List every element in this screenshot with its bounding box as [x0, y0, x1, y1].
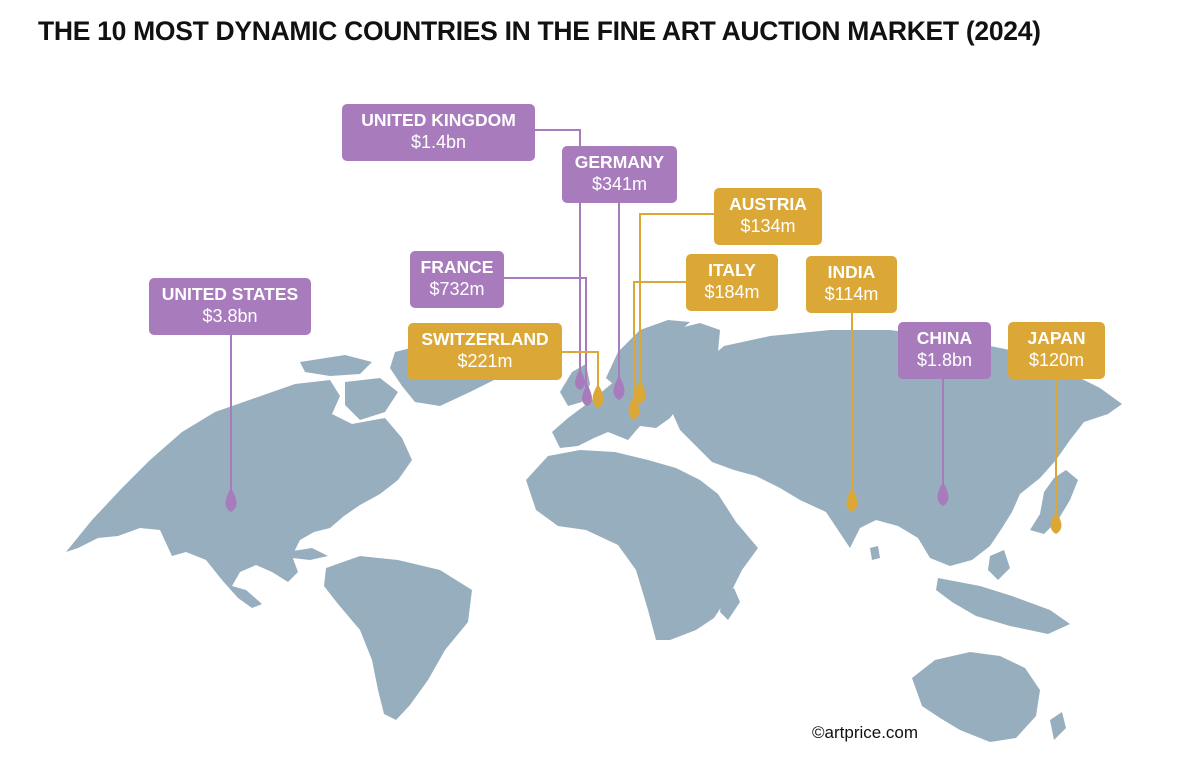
- pin-france: [582, 384, 592, 406]
- europe-shape: [552, 323, 720, 448]
- label-united-states: UNITED STATES $3.8bn: [149, 278, 311, 335]
- new-zealand-shape: [1050, 712, 1066, 740]
- pin-italy: [628, 396, 640, 420]
- southeast-asia-islands-shape: [936, 578, 1070, 634]
- country-value: $221m: [457, 351, 513, 371]
- country-value: $3.8bn: [202, 306, 258, 326]
- landmasses: [66, 320, 1122, 742]
- label-germany: GERMANY $341m: [562, 146, 677, 203]
- country-name: ITALY: [708, 260, 756, 280]
- label-india: INDIA $114m: [806, 256, 897, 313]
- leader-line-italy: [633, 281, 686, 398]
- label-switzerland: SWITZERLAND $221m: [408, 323, 562, 380]
- copyright-credit: ©artprice.com: [812, 723, 919, 742]
- africa-shape: [526, 450, 758, 640]
- pin-united-kingdom: [575, 369, 585, 390]
- pin-india: [846, 488, 858, 512]
- arctic-islands-shape: [300, 355, 372, 376]
- country-value: $184m: [704, 282, 760, 302]
- location-pins: [225, 369, 1062, 534]
- country-value: $134m: [740, 216, 796, 236]
- caribbean-shape: [286, 548, 328, 560]
- country-value: $732m: [429, 279, 485, 299]
- country-name: GERMANY: [574, 152, 665, 172]
- chart-title: THE 10 MOST DYNAMIC COUNTRIES IN THE FIN…: [38, 16, 1041, 46]
- philippines-shape: [988, 550, 1010, 580]
- north-america-shape: [66, 380, 412, 608]
- country-value: $341m: [591, 174, 648, 194]
- pin-austria: [634, 380, 646, 404]
- label-united-kingdom: UNITED KINGDOM $1.4bn: [342, 104, 535, 161]
- baffin-island-shape: [345, 378, 398, 420]
- madagascar-shape: [720, 588, 740, 620]
- country-name: UNITED KINGDOM: [361, 110, 516, 130]
- country-name: INDIA: [827, 262, 876, 282]
- asia-shape: [672, 330, 1122, 566]
- country-name: SWITZERLAND: [421, 329, 549, 349]
- sri-lanka-shape: [870, 546, 880, 560]
- pin-china: [937, 482, 949, 506]
- pin-germany: [613, 376, 625, 400]
- country-value: $1.8bn: [916, 350, 973, 370]
- country-name: AUSTRIA: [729, 194, 807, 214]
- label-japan: JAPAN $120m: [1008, 322, 1105, 379]
- south-america-shape: [324, 556, 472, 720]
- pin-united-states: [225, 488, 237, 512]
- country-name: UNITED STATES: [161, 284, 299, 304]
- japan-shape: [1030, 470, 1078, 534]
- label-france: FRANCE $732m: [410, 251, 504, 308]
- country-value: $1.4bn: [410, 132, 467, 152]
- label-italy: ITALY $184m: [686, 254, 778, 311]
- country-name: JAPAN: [1027, 328, 1086, 348]
- country-name: CHINA: [916, 328, 973, 348]
- label-austria: AUSTRIA $134m: [714, 188, 822, 245]
- country-value: $114m: [824, 284, 879, 304]
- leader-line-austria: [639, 213, 714, 384]
- leader-line-switzerland: [562, 351, 599, 388]
- country-value: $120m: [1028, 350, 1085, 370]
- pin-japan: [1050, 512, 1062, 534]
- australia-shape: [912, 652, 1040, 742]
- country-name: FRANCE: [420, 257, 494, 277]
- label-china: CHINA $1.8bn: [898, 322, 991, 379]
- leader-lines: [230, 129, 1057, 516]
- pin-switzerland: [592, 384, 604, 408]
- scandinavia-shape: [606, 320, 690, 390]
- leader-line-united-kingdom: [535, 129, 581, 372]
